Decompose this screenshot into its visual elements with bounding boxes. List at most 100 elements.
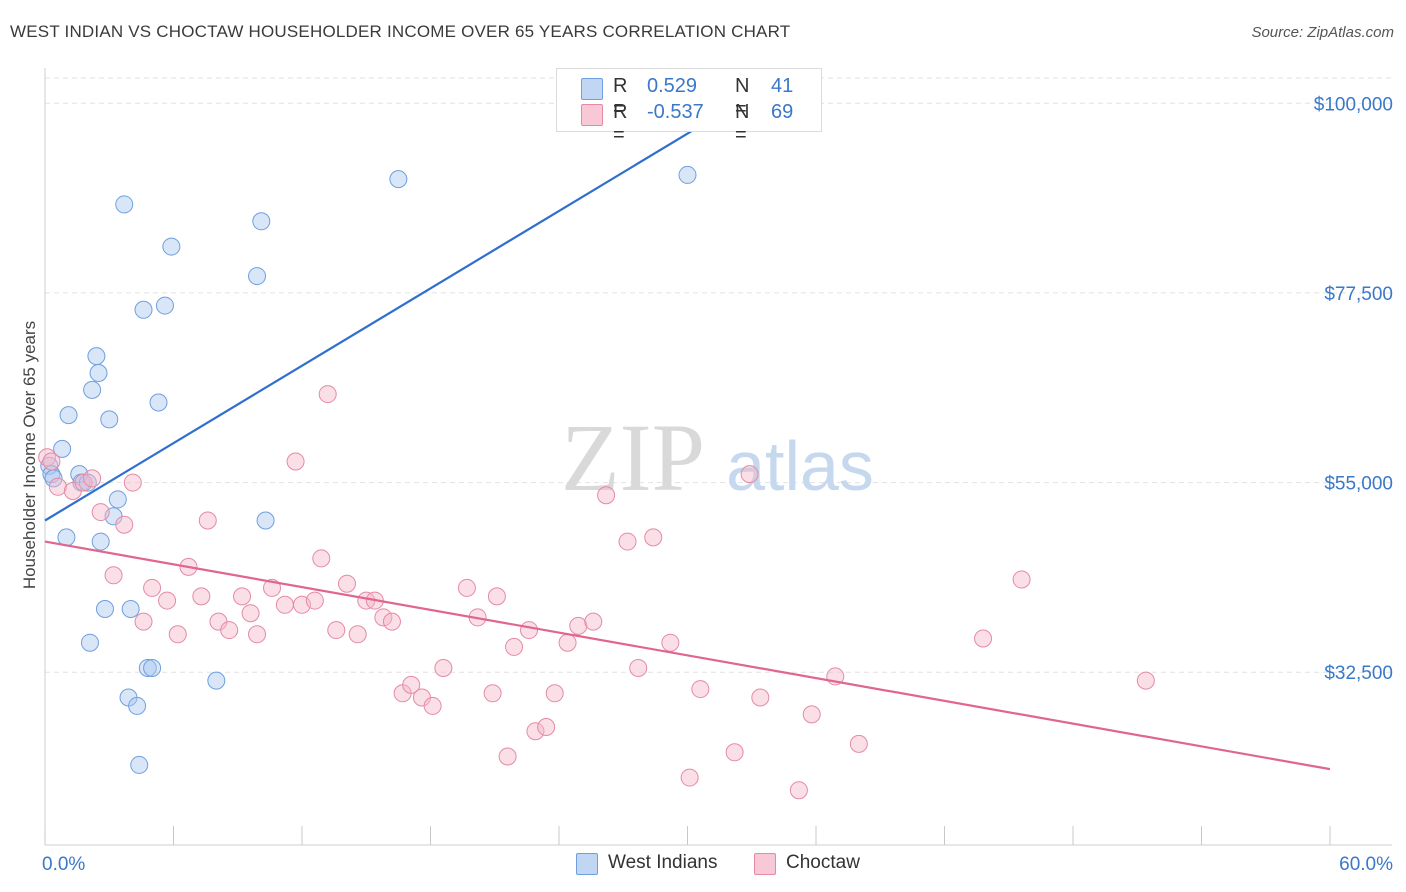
data-point-choctaw: [1136, 671, 1155, 690]
data-point-west-indians: [149, 393, 168, 412]
data-point-west-indians: [80, 633, 99, 652]
data-point-choctaw: [91, 503, 110, 522]
data-point-choctaw: [545, 684, 564, 703]
legend-n-label: N =: [735, 75, 750, 120]
data-point-west-indians: [134, 300, 153, 319]
data-point-west-indians: [207, 671, 226, 690]
legend-swatch-choctaw: [581, 104, 603, 126]
x-tick-label: 60.0%: [1339, 854, 1393, 875]
data-point-west-indians: [91, 532, 110, 551]
data-point-choctaw: [168, 625, 187, 644]
data-point-choctaw: [644, 528, 663, 547]
data-point-choctaw: [48, 477, 67, 496]
data-point-choctaw: [327, 621, 346, 640]
data-point-choctaw: [192, 587, 211, 606]
data-point-west-indians: [121, 600, 140, 618]
trend-line-choctaw: [44, 540, 1331, 771]
data-point-choctaw: [680, 768, 699, 787]
data-point-west-indians: [143, 659, 162, 677]
watermark: ZIP atlas: [561, 404, 874, 511]
data-point-choctaw: [374, 608, 393, 627]
trend-line-west-indians: [44, 91, 757, 522]
data-point-choctaw: [382, 612, 401, 631]
data-point-choctaw: [275, 595, 294, 614]
data-point-choctaw: [974, 629, 993, 648]
data-point-choctaw: [487, 587, 506, 606]
data-point-choctaw: [1012, 570, 1031, 589]
data-point-choctaw: [104, 566, 123, 585]
data-point-west-indians: [130, 755, 149, 774]
watermark-zip: ZIP: [561, 404, 705, 511]
series-choctaw: [38, 385, 1155, 800]
y-axis-label: Householder Income Over 65 years: [20, 320, 39, 590]
data-point-choctaw: [74, 473, 93, 492]
data-point-choctaw: [115, 515, 134, 534]
data-point-choctaw: [220, 621, 239, 640]
data-point-choctaw: [233, 587, 252, 606]
data-point-west-indians: [252, 212, 271, 231]
data-point-west-indians: [108, 490, 127, 509]
bottom-legend-label: Choctaw: [786, 852, 860, 873]
data-point-west-indians: [83, 380, 102, 399]
tick-labels: $32,500 $55,000 $77,500 $100,000 0.0% 60.0%: [42, 94, 1393, 875]
data-point-choctaw: [348, 625, 367, 644]
data-point-choctaw: [241, 604, 260, 623]
data-point-choctaw: [318, 385, 337, 404]
data-point-choctaw: [248, 625, 267, 644]
legend-swatch-west-indians: [581, 78, 603, 100]
data-point-choctaw: [584, 612, 603, 631]
chart-source: Source: ZipAtlas.com: [1251, 24, 1394, 41]
data-point-west-indians: [155, 296, 174, 315]
data-point-choctaw: [305, 591, 324, 610]
data-point-choctaw: [558, 633, 577, 652]
data-point-choctaw: [483, 684, 502, 703]
legend-r-value: -0.537: [647, 101, 704, 123]
data-point-choctaw: [134, 612, 153, 631]
data-point-west-indians: [115, 195, 134, 214]
data-point-choctaw: [123, 473, 142, 492]
legend-n-value: 41: [771, 75, 794, 97]
data-point-choctaw: [423, 696, 442, 715]
data-point-choctaw: [661, 633, 680, 652]
data-point-choctaw: [597, 486, 616, 505]
y-tick-label: $100,000: [1314, 94, 1393, 115]
bottom-legend-swatch-west-indians: [576, 853, 598, 875]
data-point-choctaw: [629, 659, 648, 677]
data-point-choctaw: [457, 578, 476, 597]
stats-legend: R = 0.529 N = 41 R = -0.537 N = 69: [556, 68, 822, 146]
legend-n-value: 69: [771, 101, 794, 123]
data-point-choctaw: [498, 747, 517, 766]
data-point-west-indians: [389, 170, 408, 189]
data-point-west-indians: [100, 410, 119, 429]
bottom-legend-swatch-choctaw: [754, 853, 776, 875]
legend-n-label: N =: [735, 101, 750, 146]
data-point-choctaw: [725, 743, 744, 762]
data-point-choctaw: [505, 637, 524, 656]
data-point-choctaw: [198, 511, 217, 530]
data-point-choctaw: [337, 574, 356, 593]
data-point-west-indians: [678, 165, 697, 184]
data-point-west-indians: [89, 364, 108, 382]
data-point-choctaw: [42, 452, 61, 471]
grid-lines: [45, 77, 1392, 673]
data-point-choctaw: [691, 680, 710, 699]
data-point-choctaw: [286, 452, 305, 471]
data-point-choctaw: [158, 591, 177, 610]
series-west-indians: [40, 165, 697, 774]
legend-r-label: R =: [613, 101, 628, 146]
data-point-west-indians: [162, 237, 181, 256]
data-point-choctaw: [520, 621, 539, 640]
data-point-west-indians: [59, 406, 78, 425]
data-point-choctaw: [263, 578, 282, 597]
data-point-choctaw: [537, 718, 556, 736]
data-point-choctaw: [434, 659, 453, 677]
data-point-choctaw: [789, 781, 808, 800]
data-point-west-indians: [138, 659, 157, 677]
data-point-choctaw: [751, 688, 770, 707]
data-point-west-indians: [53, 439, 72, 458]
data-point-choctaw: [143, 578, 162, 597]
axes: [44, 68, 1392, 846]
y-tick-label: $77,500: [1324, 284, 1393, 305]
y-tick-label: $32,500: [1324, 663, 1393, 684]
